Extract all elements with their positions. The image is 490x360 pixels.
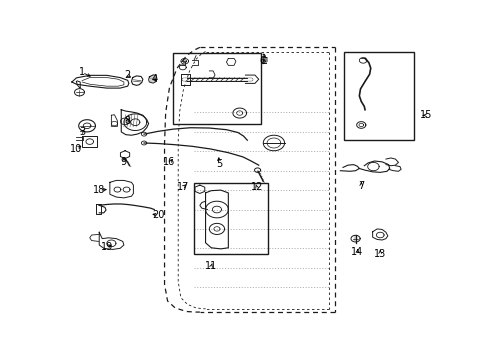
Text: 7: 7	[358, 181, 365, 191]
Text: 12: 12	[250, 183, 263, 192]
Bar	[344, 51, 415, 140]
Text: 19: 19	[101, 242, 113, 252]
Text: 14: 14	[351, 247, 364, 257]
Text: 5: 5	[216, 159, 222, 169]
Text: 16: 16	[163, 157, 175, 167]
Text: 11: 11	[205, 261, 218, 271]
Text: 1: 1	[79, 67, 85, 77]
Bar	[173, 53, 261, 123]
Text: 4: 4	[151, 74, 157, 84]
Text: 3: 3	[79, 127, 85, 137]
Text: 17: 17	[176, 183, 189, 192]
Text: 8: 8	[124, 116, 131, 126]
Text: 10: 10	[71, 144, 82, 153]
Text: 2: 2	[124, 70, 131, 80]
Text: 15: 15	[419, 110, 432, 120]
Bar	[194, 183, 268, 254]
Text: 18: 18	[93, 185, 105, 195]
Text: 6: 6	[260, 56, 266, 66]
Text: 9: 9	[121, 157, 127, 167]
Text: 20: 20	[152, 210, 164, 220]
Text: 13: 13	[374, 249, 386, 259]
